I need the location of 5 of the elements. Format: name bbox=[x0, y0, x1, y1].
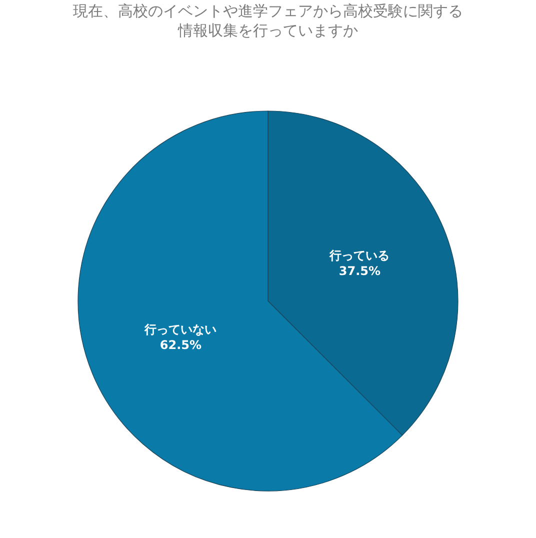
data-label: 62.5% bbox=[160, 338, 202, 352]
data-label: 37.5% bbox=[338, 264, 381, 278]
chart-title: 現在、高校のイベントや進学フェアから高校受験に関する情報収集を行っていますか bbox=[73, 2, 463, 40]
slice-label: 行っていない bbox=[144, 322, 217, 337]
slice-label: 行っている bbox=[328, 248, 390, 262]
